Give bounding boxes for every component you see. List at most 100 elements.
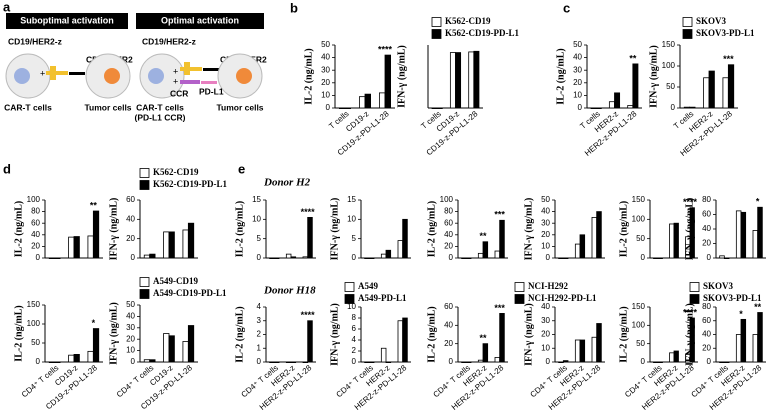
bar xyxy=(689,317,695,363)
bar xyxy=(87,350,94,363)
bar xyxy=(368,257,375,260)
y-tick-label: 100 xyxy=(632,320,646,329)
bar xyxy=(73,236,80,259)
significance-label: ** xyxy=(479,333,487,343)
y-tick-label: 8 xyxy=(352,313,357,322)
y-tick-label: 20 xyxy=(321,78,330,87)
receptor xyxy=(180,67,202,71)
bar xyxy=(149,253,156,259)
bar xyxy=(68,236,75,259)
y-tick-label: 60 xyxy=(126,195,135,204)
bar xyxy=(143,359,151,363)
diagram-label: Tumor cells xyxy=(84,102,131,112)
y-tick-label: 100 xyxy=(662,61,676,70)
y-tick-label: 40 xyxy=(444,320,453,329)
bar xyxy=(385,249,392,259)
y-tick-label: 40 xyxy=(321,53,330,62)
bar xyxy=(290,256,297,259)
diagram-title: Suboptimal activation xyxy=(20,15,114,25)
bar xyxy=(163,231,170,259)
y-tick-label: 0 xyxy=(131,253,136,262)
y-tick-label: 20 xyxy=(31,242,40,251)
legend-swatch xyxy=(431,29,442,39)
legend-swatch xyxy=(514,294,525,304)
bar xyxy=(465,257,472,260)
bar xyxy=(669,223,675,259)
bar xyxy=(596,323,602,363)
y-tick-label: 20 xyxy=(444,339,453,348)
y-tick-label: 150 xyxy=(662,40,676,49)
panel-label: e xyxy=(238,161,245,176)
y-tick-label: 5 xyxy=(257,234,262,243)
significance-label: ** xyxy=(479,231,487,241)
significance-label: * xyxy=(756,197,760,207)
y-tick-label: 0 xyxy=(641,253,646,262)
significance-label: *** xyxy=(494,303,505,313)
bar xyxy=(683,106,691,109)
y-tick-label: 30 xyxy=(541,316,550,325)
diagram-label: (PD-L1 CCR) xyxy=(135,112,186,122)
bar xyxy=(723,361,730,364)
panel-label: d xyxy=(3,161,11,176)
y-tick-label: 20 xyxy=(573,78,582,87)
y-tick-label: 10 xyxy=(252,214,261,223)
y-tick-label: 2 xyxy=(352,346,357,355)
y-tick-label: 0 xyxy=(352,253,357,262)
bar xyxy=(740,318,747,363)
bar xyxy=(627,105,634,109)
legend-label: A549-CD19-PD-L1 xyxy=(153,288,227,298)
diagram-label: PD-L1 xyxy=(199,86,224,96)
y-tick-label: 3 xyxy=(257,316,262,325)
y-tick-label: 150 xyxy=(632,195,646,204)
y-tick-label: 40 xyxy=(702,224,711,233)
bar xyxy=(168,335,175,363)
bar xyxy=(468,51,475,109)
y-tick-label: 0 xyxy=(131,357,136,366)
y-tick-label: 1 xyxy=(257,343,262,352)
bar xyxy=(579,234,586,259)
y-axis-label: IL-2 (ng/mL) xyxy=(426,306,437,362)
bar xyxy=(477,359,484,363)
significance-label: **** xyxy=(301,207,316,217)
y-tick-label: 60 xyxy=(702,210,711,219)
bar xyxy=(436,107,443,110)
bar xyxy=(302,361,309,364)
y-tick-label: 0 xyxy=(641,357,646,366)
bar xyxy=(494,250,501,259)
legend-swatch xyxy=(344,282,355,292)
y-tick-label: 4 xyxy=(352,335,357,344)
bar xyxy=(752,334,759,363)
bar xyxy=(669,352,675,363)
bar xyxy=(48,361,56,364)
y-axis-label: IL-2 (ng/mL) xyxy=(234,306,245,362)
receptor xyxy=(50,66,56,80)
significance-label: ** xyxy=(90,200,98,210)
y-axis-label: IL-2 (ng/mL) xyxy=(13,305,24,361)
y-tick-label: 0 xyxy=(707,253,712,262)
bar xyxy=(182,229,189,259)
legend-label: K562-CD19 xyxy=(445,16,491,26)
panel-label: c xyxy=(563,0,570,15)
y-tick-label: 20 xyxy=(126,334,135,343)
bar xyxy=(87,235,94,259)
legend-label: K562-CD19 xyxy=(153,167,199,177)
y-tick-label: 80 xyxy=(702,302,711,311)
bar xyxy=(723,257,730,260)
bar xyxy=(344,107,351,110)
y-tick-label: 50 xyxy=(573,40,582,49)
legend-swatch xyxy=(139,277,150,287)
y-tick-label: 0 xyxy=(257,253,262,262)
bar xyxy=(591,336,598,363)
legend-label: K562-CD19-PD-L1 xyxy=(153,179,227,189)
signal: + xyxy=(40,68,45,78)
bar xyxy=(378,92,386,109)
bar xyxy=(307,320,313,363)
bar xyxy=(269,361,275,364)
bar xyxy=(364,257,370,260)
bar xyxy=(482,241,489,259)
bar xyxy=(302,256,309,259)
y-tick-label: 30 xyxy=(573,65,582,74)
bar xyxy=(595,107,602,110)
y-tick-label: 0 xyxy=(326,103,331,112)
